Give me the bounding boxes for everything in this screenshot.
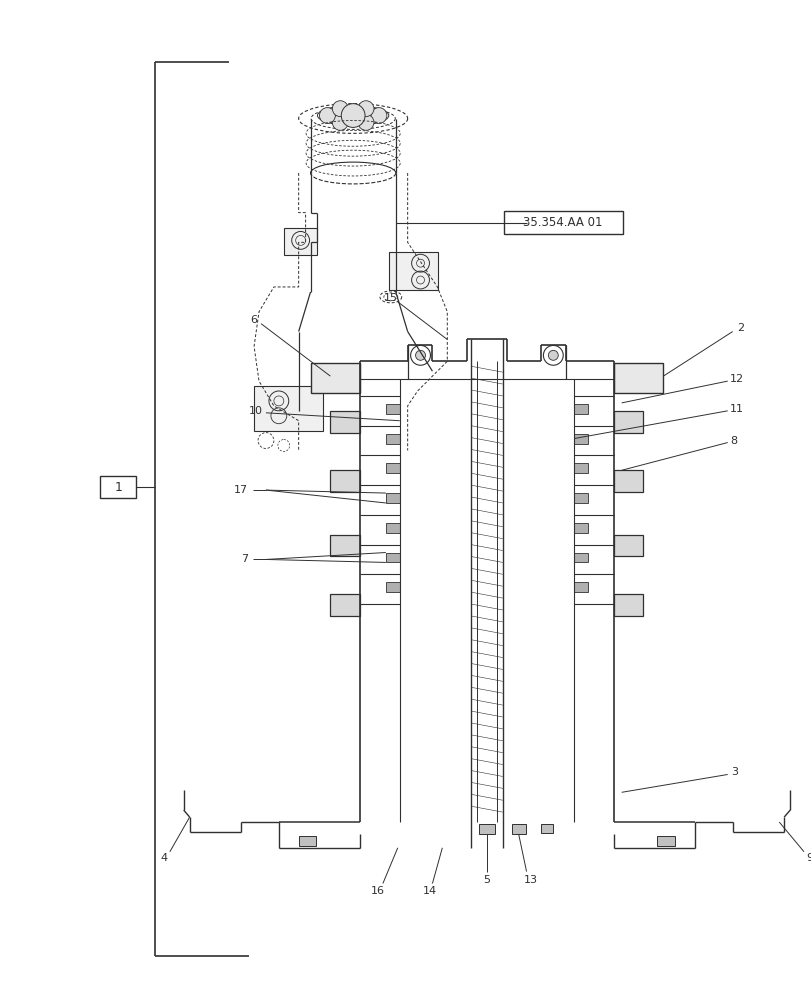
Circle shape	[332, 114, 348, 130]
Text: 6: 6	[251, 315, 257, 325]
Text: 7: 7	[242, 554, 248, 564]
Bar	[511, 824, 525, 834]
Text: 2: 2	[736, 323, 743, 333]
Bar	[284, 228, 317, 255]
Circle shape	[415, 350, 425, 360]
Circle shape	[358, 114, 374, 130]
Bar	[385, 463, 399, 473]
Bar	[101, 476, 136, 498]
Bar	[573, 404, 587, 414]
Bar	[613, 535, 642, 556]
Text: 12: 12	[728, 374, 743, 384]
Bar	[388, 252, 438, 290]
Text: 35.354.AA 01: 35.354.AA 01	[523, 216, 603, 229]
Bar	[310, 363, 359, 393]
Bar	[385, 523, 399, 533]
Bar	[330, 535, 359, 556]
Bar	[503, 211, 622, 234]
Text: 3: 3	[730, 767, 737, 777]
Bar	[385, 404, 399, 414]
Bar	[613, 594, 642, 616]
Bar	[330, 594, 359, 616]
Text: 4: 4	[160, 853, 167, 863]
Circle shape	[358, 101, 374, 117]
Bar	[385, 582, 399, 592]
Bar	[613, 363, 663, 393]
Circle shape	[371, 108, 386, 123]
Bar	[298, 836, 316, 846]
Text: 11: 11	[729, 404, 743, 414]
Text: 16: 16	[371, 886, 384, 896]
Text: 17: 17	[234, 485, 248, 495]
Circle shape	[319, 108, 335, 123]
Bar	[254, 386, 323, 431]
Text: 1: 1	[114, 481, 122, 494]
Text: 14: 14	[422, 886, 436, 896]
Bar	[573, 582, 587, 592]
Text: 8: 8	[729, 436, 736, 446]
Bar	[385, 553, 399, 562]
Circle shape	[332, 101, 348, 117]
Bar	[573, 463, 587, 473]
Bar	[541, 824, 552, 833]
Bar	[613, 411, 642, 433]
Bar	[385, 493, 399, 503]
Circle shape	[341, 104, 365, 127]
Bar	[478, 824, 494, 834]
Bar	[573, 493, 587, 503]
Text: 10: 10	[249, 406, 263, 416]
Bar	[330, 411, 359, 433]
Bar	[657, 836, 675, 846]
Bar	[613, 470, 642, 492]
Text: 13: 13	[523, 875, 537, 885]
Bar	[573, 553, 587, 562]
Text: 15: 15	[384, 293, 397, 303]
Bar	[385, 434, 399, 444]
Bar	[330, 470, 359, 492]
Text: 9: 9	[805, 853, 811, 863]
Bar	[573, 434, 587, 444]
Circle shape	[547, 350, 558, 360]
Text: 5: 5	[483, 875, 490, 885]
Bar	[573, 523, 587, 533]
